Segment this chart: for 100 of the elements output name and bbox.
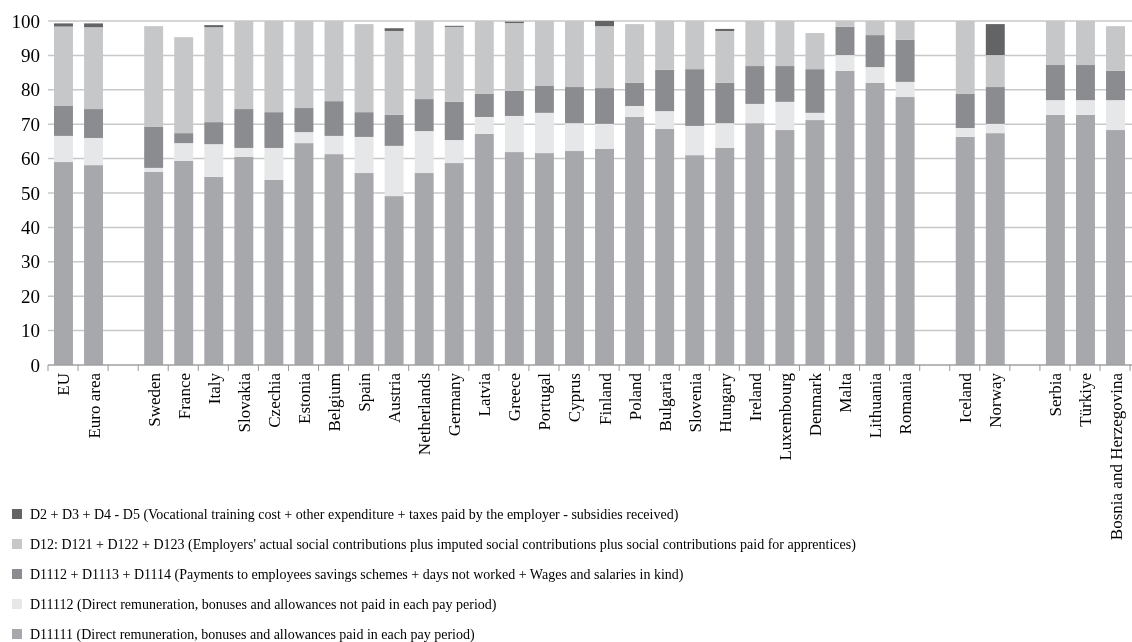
bar (895, 97, 915, 365)
x-tick-label: Portugal (535, 372, 555, 431)
bar (294, 143, 314, 365)
bar (384, 196, 404, 365)
bar (84, 137, 104, 166)
x-tick-label: Ireland (745, 372, 765, 422)
bar (1045, 114, 1065, 365)
bar (204, 176, 224, 365)
bar (895, 39, 915, 82)
x-tick-label: Germany (445, 372, 465, 437)
bar (504, 152, 524, 365)
bar (324, 135, 344, 155)
bar (955, 93, 975, 128)
y-tick-label: 20 (21, 285, 40, 307)
x-tick-label: Greece (505, 373, 525, 422)
bar (264, 147, 284, 180)
x-tick-label: Bulgaria (655, 372, 675, 432)
bar (264, 112, 284, 148)
bar (234, 156, 254, 365)
bar (655, 129, 675, 365)
bar (685, 155, 705, 365)
bar (625, 105, 645, 117)
bar (354, 173, 374, 365)
bar (384, 114, 404, 146)
bar (565, 151, 584, 365)
x-tick-label: Austria (385, 372, 405, 424)
x-tick-label: Iceland (956, 372, 976, 424)
x-tick-label: Poland (625, 372, 645, 421)
legend-label: D12: D121 + D122 + D123 (Employers' actual social contributions plus imputed social contributions plus social contributions paid for apprentices) (30, 536, 857, 553)
y-tick-label: 30 (21, 251, 40, 273)
bar (775, 101, 795, 131)
bar (745, 66, 765, 104)
y-tick-label: 90 (21, 45, 40, 67)
bar (625, 116, 645, 365)
y-tick-label: 50 (21, 182, 40, 204)
bar (534, 86, 554, 113)
bar (234, 109, 254, 148)
bar (1106, 130, 1125, 365)
x-tick-label: Denmark (805, 372, 825, 437)
bar (655, 69, 675, 112)
y-tick-label: 80 (21, 79, 40, 101)
bar (444, 101, 464, 141)
bar (715, 82, 735, 124)
bar (715, 123, 735, 148)
bar (414, 99, 434, 132)
bar (595, 123, 614, 149)
bar (1045, 100, 1065, 115)
bar (294, 132, 314, 144)
bar (685, 125, 705, 156)
x-tick-label: Norway (986, 372, 1006, 428)
bar (144, 126, 164, 168)
bar (715, 147, 735, 365)
bar (354, 112, 374, 137)
bar (54, 23, 73, 27)
bar (1075, 65, 1095, 101)
bar (625, 82, 645, 106)
bar (1075, 114, 1095, 365)
bar (174, 143, 194, 162)
bar (1106, 70, 1125, 101)
bar (204, 122, 224, 145)
x-tick-label: EU (54, 373, 74, 396)
bar (745, 103, 765, 124)
bar (144, 172, 164, 365)
bar (595, 88, 614, 124)
bar (174, 161, 194, 365)
bar (985, 133, 1005, 365)
bar (1045, 65, 1065, 101)
bar (264, 179, 284, 365)
bar (805, 120, 825, 365)
bar (955, 136, 975, 365)
x-tick-label: Bosnia and Herzegovina (1106, 372, 1126, 541)
x-tick-label: Slovakia (234, 372, 254, 433)
bar (84, 165, 104, 365)
bar (985, 123, 1005, 134)
bar (955, 127, 975, 137)
x-tick-label: Netherlands (415, 373, 435, 456)
bar (54, 135, 73, 163)
bar (204, 25, 224, 28)
bar (84, 23, 104, 28)
legend-label: D11112 (Direct remuneration, bonuses and allowances not paid in each pay period) (30, 596, 497, 613)
x-tick-label: Hungary (715, 372, 735, 433)
bar (534, 112, 554, 154)
x-tick-label: Malta (836, 372, 855, 413)
x-tick-label: Italy (204, 372, 224, 405)
y-tick-label: 10 (21, 320, 40, 342)
bar (805, 112, 825, 121)
legend-label: D2 + D3 + D4 - D5 (Vocational training cost + other expenditure + taxes paid by the employer - subsidies received) (30, 506, 679, 523)
bar (474, 116, 494, 134)
legend-label: D11111 (Direct remuneration, bonuses and allowances paid in each pay period) (30, 626, 475, 642)
bar (1075, 100, 1095, 115)
bar (444, 163, 464, 365)
bar (865, 35, 885, 68)
bar (835, 26, 855, 56)
bar (384, 145, 404, 197)
bar (354, 136, 374, 174)
x-tick-label: Romania (896, 372, 916, 435)
x-tick-label: Czechia (264, 372, 284, 428)
bar (685, 69, 705, 126)
y-tick-label: 40 (21, 217, 40, 239)
bar (504, 90, 524, 116)
